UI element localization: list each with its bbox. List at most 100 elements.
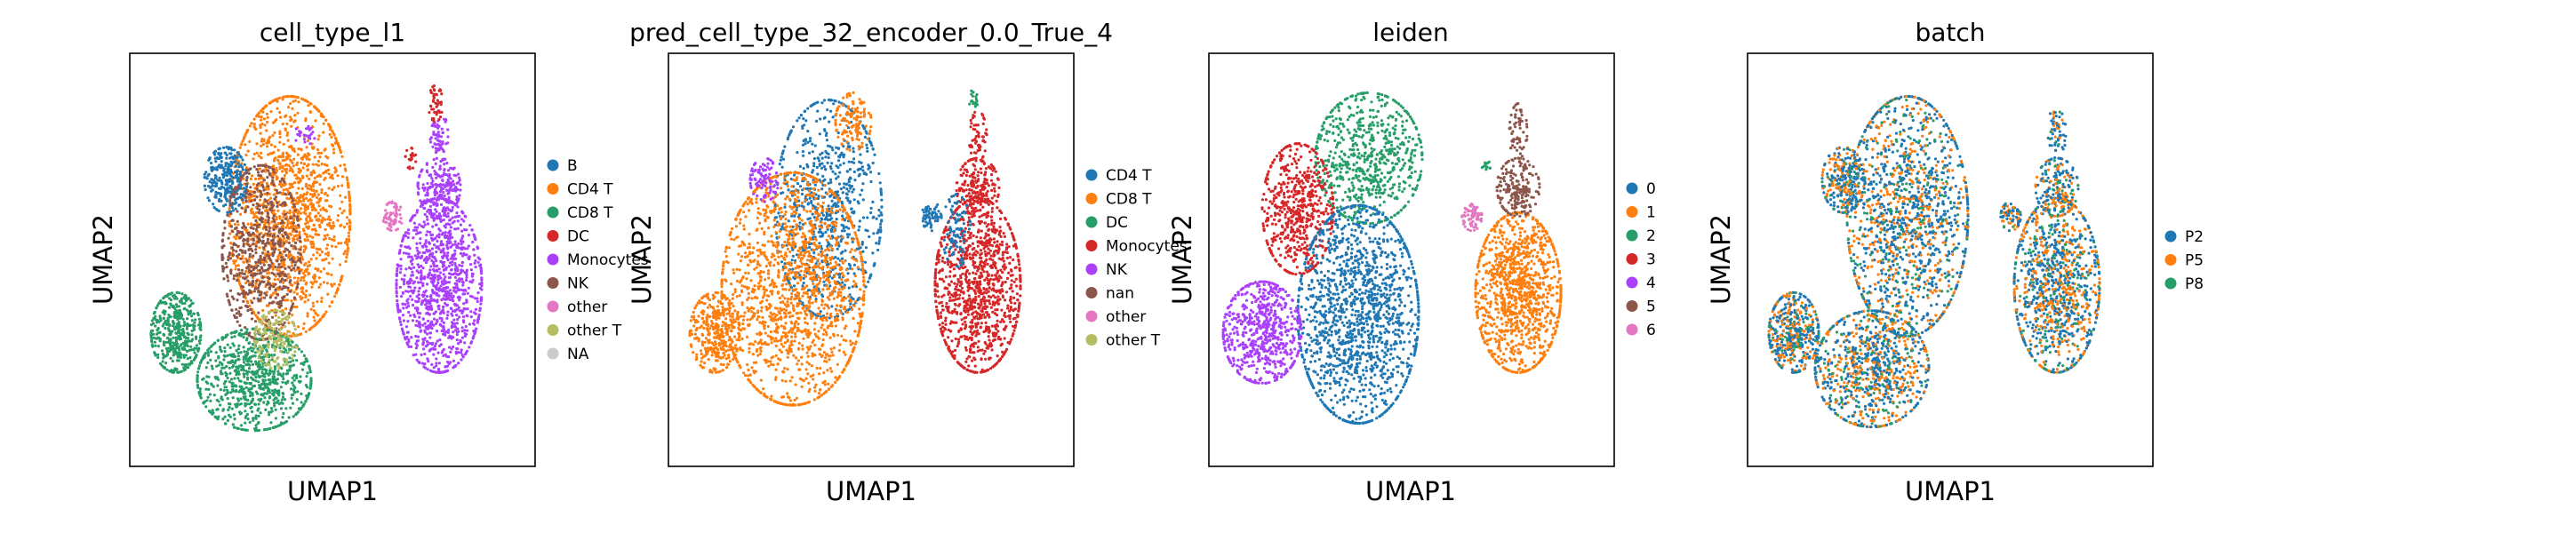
data-point bbox=[435, 265, 438, 268]
data-point bbox=[244, 200, 248, 203]
data-point bbox=[181, 317, 185, 321]
data-point bbox=[438, 167, 442, 171]
data-point bbox=[303, 245, 308, 249]
data-point bbox=[268, 137, 271, 140]
data-point bbox=[274, 417, 277, 420]
data-point bbox=[261, 251, 265, 255]
data-point bbox=[224, 371, 228, 375]
data-point bbox=[476, 317, 480, 321]
data-point bbox=[292, 221, 295, 225]
data-point bbox=[262, 263, 266, 266]
data-point bbox=[243, 332, 246, 336]
data-point bbox=[247, 367, 252, 370]
data-point bbox=[391, 211, 395, 215]
data-point bbox=[433, 344, 436, 348]
data-point bbox=[452, 364, 457, 369]
data-point bbox=[225, 265, 228, 269]
data-point bbox=[434, 223, 438, 227]
data-point bbox=[313, 319, 316, 322]
data-point bbox=[480, 278, 484, 282]
data-point bbox=[242, 239, 245, 243]
data-point bbox=[258, 282, 261, 286]
data-point bbox=[204, 405, 208, 409]
data-point bbox=[263, 427, 267, 431]
data-point bbox=[290, 195, 293, 198]
data-point bbox=[304, 196, 308, 200]
data-point bbox=[397, 208, 401, 211]
data-point bbox=[472, 248, 476, 251]
data-point bbox=[270, 247, 275, 251]
data-point bbox=[253, 198, 257, 202]
data-point bbox=[440, 127, 444, 131]
data-point bbox=[274, 314, 277, 317]
data-point bbox=[404, 325, 408, 329]
data-point bbox=[227, 298, 230, 302]
data-point bbox=[298, 236, 301, 240]
data-point bbox=[436, 300, 439, 304]
data-point bbox=[319, 282, 323, 286]
data-point bbox=[294, 241, 298, 244]
data-point bbox=[456, 304, 460, 307]
data-point bbox=[236, 162, 240, 165]
data-point bbox=[262, 188, 266, 192]
data-point bbox=[280, 398, 284, 402]
data-point bbox=[291, 314, 294, 317]
data-point bbox=[291, 182, 294, 186]
data-point bbox=[311, 282, 315, 285]
data-point bbox=[250, 405, 253, 409]
data-point bbox=[292, 214, 296, 218]
data-point bbox=[332, 151, 336, 155]
data-point bbox=[316, 163, 320, 167]
data-point bbox=[311, 147, 315, 150]
data-point bbox=[306, 139, 309, 143]
data-point bbox=[242, 299, 245, 303]
data-point bbox=[239, 155, 243, 159]
data-point bbox=[458, 264, 461, 267]
data-point bbox=[436, 367, 441, 371]
data-point bbox=[284, 163, 288, 166]
data-point bbox=[425, 245, 428, 249]
data-point bbox=[284, 285, 288, 289]
data-point bbox=[331, 227, 334, 230]
data-point bbox=[442, 150, 445, 154]
data-point bbox=[284, 128, 287, 131]
data-point bbox=[303, 239, 308, 243]
data-point bbox=[404, 267, 408, 271]
data-point bbox=[444, 302, 447, 306]
data-point bbox=[273, 145, 276, 148]
data-point bbox=[443, 224, 446, 227]
data-point bbox=[332, 235, 336, 239]
data-point bbox=[179, 336, 182, 339]
data-point bbox=[220, 180, 224, 184]
data-point bbox=[308, 211, 312, 215]
data-point bbox=[252, 125, 256, 129]
data-point bbox=[292, 227, 296, 231]
data-point bbox=[475, 327, 478, 330]
data-point bbox=[289, 144, 292, 148]
data-point bbox=[206, 184, 211, 188]
data-point bbox=[442, 219, 445, 222]
data-point bbox=[238, 236, 242, 240]
data-point bbox=[267, 169, 270, 172]
data-point bbox=[460, 260, 465, 264]
data-point bbox=[317, 151, 321, 155]
data-point bbox=[316, 300, 319, 304]
data-point bbox=[267, 153, 270, 156]
data-point bbox=[306, 314, 309, 318]
data-point bbox=[302, 354, 306, 357]
data-point bbox=[405, 231, 409, 235]
data-point bbox=[278, 166, 282, 171]
data-point bbox=[438, 194, 442, 197]
data-point bbox=[393, 205, 396, 209]
data-point bbox=[432, 203, 436, 206]
data-point bbox=[245, 188, 249, 192]
data-point bbox=[337, 144, 340, 147]
data-point bbox=[230, 206, 234, 210]
data-point bbox=[289, 115, 292, 119]
data-point bbox=[465, 314, 468, 317]
data-point bbox=[236, 192, 239, 195]
data-point bbox=[433, 89, 436, 92]
data-point bbox=[228, 371, 232, 375]
data-point bbox=[311, 235, 315, 239]
data-point bbox=[315, 280, 318, 283]
